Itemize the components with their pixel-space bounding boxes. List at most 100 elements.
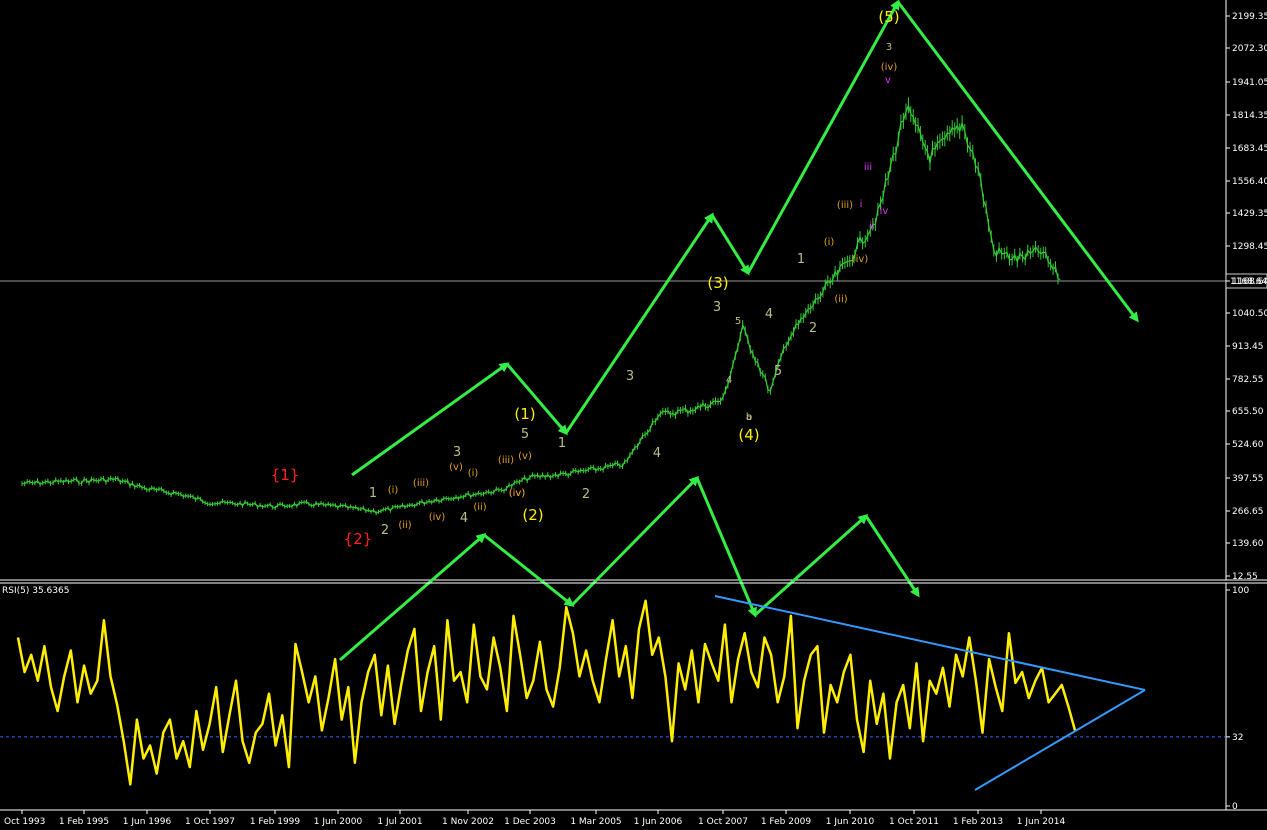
wave-arrow-segment <box>351 362 510 477</box>
price-tick-label: 2072.30 <box>1232 44 1267 54</box>
price-tick-label: 1683.45 <box>1232 144 1267 154</box>
wave-arrow-segment <box>754 514 869 617</box>
rsi-tick-label: 100 <box>1232 586 1249 596</box>
wave-arrow-segment <box>483 533 575 607</box>
wave-label-minor: 3 <box>886 42 892 53</box>
wave-label-minor: a <box>746 412 752 423</box>
wave-label-major: (4) <box>738 426 759 444</box>
wave-count-arrows <box>339 0 1139 662</box>
wave-label-minuette: (v) <box>518 451 532 462</box>
rsi-lower-trendline <box>974 689 1146 791</box>
wave-label-minuette: (iii) <box>413 478 429 489</box>
price-tick-label: 913.45 <box>1232 342 1264 352</box>
current-price-label: 1168.64 <box>1230 277 1267 287</box>
wave-label-subminuette: iv <box>880 206 889 217</box>
wave-label-subminuette: i <box>860 199 863 210</box>
wave-label-minor: 2 <box>582 487 590 502</box>
wave-label-minuette: (i) <box>824 237 835 248</box>
wave-label-minor: 1 <box>558 436 566 451</box>
time-tick-label: 1 Jun 1996 <box>123 817 172 827</box>
wave-label-major: (1) <box>514 405 535 423</box>
price-tick-label: 1168.64 <box>1232 277 1267 287</box>
wave-label-major: (3) <box>707 274 728 292</box>
rsi-y-axis: 100 32 0 <box>1226 586 1249 812</box>
time-axis: Oct 1993 1 Feb 1995 1 Jun 1996 1 Oct 1997 1 … <box>4 810 1065 827</box>
price-tick-label: 266.65 <box>1232 507 1264 517</box>
rsi-line <box>16 599 1077 786</box>
wave-label-minuette: (iv) <box>881 62 898 73</box>
wave-label-minuette: (iv) <box>429 512 446 523</box>
wave-arrow-segment <box>695 477 757 618</box>
wave-label-minor: 5 <box>735 316 741 327</box>
wave-label-major: (2) <box>522 506 543 524</box>
time-tick-label: 1 Mar 2005 <box>570 817 621 827</box>
rsi-series <box>16 599 1077 786</box>
wave-label-minuette: (iv) <box>509 488 526 499</box>
price-tick-label: 524.60 <box>1232 440 1264 450</box>
price-tick-label: 1556.40 <box>1232 177 1267 187</box>
wave-arrow-segment <box>864 515 920 598</box>
wave-label-subminuette: ii <box>869 221 875 232</box>
rsi-triangle-trendlines <box>714 595 1146 791</box>
time-tick-label: Oct 1993 <box>4 817 45 827</box>
price-tick-label: 1941.05 <box>1232 78 1267 88</box>
time-tick-label: 1 Oct 2007 <box>698 817 748 827</box>
wave-label-minuette: (ii) <box>473 502 486 513</box>
wave-label-minuette: (iii) <box>837 200 853 211</box>
wave-label-minuette: (v) <box>449 462 463 473</box>
price-line <box>21 103 1061 514</box>
time-tick-label: 1 Feb 1995 <box>59 817 109 827</box>
wave-label-minuette: (i) <box>468 468 479 479</box>
time-tick-label: 1 Jun 2010 <box>826 817 875 827</box>
wave-labels: {1} {2} (1) (2) (3) (4) (5) 1 2 3 4 3 4 5 1 2 3 4 5 1 2 3 4 5 ab… <box>271 8 900 548</box>
rsi-upper-trendline <box>714 595 1146 691</box>
wave-label-minuette: (ii) <box>398 520 411 531</box>
time-tick-label: 1 Dec 2003 <box>504 817 556 827</box>
rsi-tick-label: 32 <box>1232 733 1243 743</box>
wave-label-minor: 4 <box>726 375 732 386</box>
wave-label-minor: 5 <box>521 427 529 442</box>
price-tick-label: 1814.35 <box>1232 111 1267 121</box>
price-series <box>21 97 1061 516</box>
time-tick-label: 1 Oct 1997 <box>185 817 235 827</box>
price-panel: 1168.64 2199.35 2072.30 1941.05 1814.35 1683… <box>0 0 1267 662</box>
wave-label-minuette: (ii) <box>834 294 847 305</box>
indicator-panel: RSI(5) 35.6365 100 32 0 <box>0 582 1267 812</box>
wave-label-minor: b <box>746 412 752 423</box>
time-tick-label: 1 Jun 2000 <box>314 817 363 827</box>
time-tick-label: 1 Feb 2009 <box>761 817 812 827</box>
wave-label-minor: 1 <box>797 252 805 267</box>
wave-label-minor: 3 <box>626 369 634 384</box>
wave-label-red: {1} <box>271 466 300 484</box>
wave-arrow-segment <box>746 0 900 274</box>
price-tick-label: 397.55 <box>1232 474 1264 484</box>
wave-label-subminuette: v <box>885 75 891 86</box>
time-tick-label: 1 Feb 1999 <box>250 817 301 827</box>
wave-arrow-segment <box>339 533 487 662</box>
time-tick-label: 1 Feb 2013 <box>953 817 1003 827</box>
wave-label-minor: 4 <box>765 307 773 322</box>
rsi-tick-label: 0 <box>1232 802 1238 812</box>
price-tick-label: 1429.35 <box>1232 209 1267 219</box>
time-tick-label: 1 Jul 2001 <box>377 817 422 827</box>
time-tick-label: 1 Jun 2006 <box>634 817 683 827</box>
price-tick-label: 2199.35 <box>1232 12 1267 22</box>
wave-label-red: {2} <box>344 530 373 548</box>
wave-label-minuette: (iv) <box>852 254 869 265</box>
price-tick-label: 782.55 <box>1232 375 1264 385</box>
time-tick-label: 1 Jun 2014 <box>1017 817 1066 827</box>
indicator-label: RSI(5) 35.6365 <box>2 586 69 596</box>
price-tick-label: 1298.45 <box>1232 242 1267 252</box>
wave-arrow-segment <box>570 475 700 607</box>
wave-label-minor: 3 <box>453 445 461 460</box>
time-tick-label: 1 Oct 2011 <box>889 817 939 827</box>
wave-label-minor: 4 <box>460 511 468 526</box>
wave-label-subminuette: iii <box>864 162 872 173</box>
price-tick-label: 1040.50 <box>1232 309 1267 319</box>
price-tick-label: 12.55 <box>1232 572 1258 582</box>
price-y-axis: 2199.35 2072.30 1941.05 1814.35 1683.45 1556.… <box>1226 12 1267 582</box>
wave-label-minor: 3 <box>713 300 721 315</box>
wave-label-minor: 2 <box>381 523 389 538</box>
